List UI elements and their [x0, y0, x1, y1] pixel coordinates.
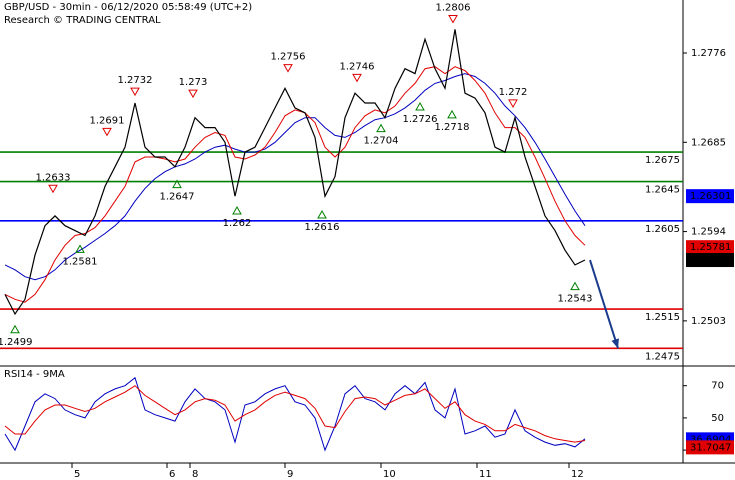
price-line: [4, 73, 586, 281]
rsi-line: [4, 385, 586, 443]
price-tag: [686, 440, 734, 455]
high-label: 1.2691: [90, 115, 125, 126]
high-marker: [352, 73, 362, 83]
high-marker: [508, 99, 518, 108]
low-label: 1.2543: [558, 294, 593, 305]
price-tag-label: 1.25781: [690, 242, 731, 253]
low-label: 1.2647: [160, 192, 195, 203]
high-marker: [130, 87, 140, 97]
y-tick-label: 1.2776: [691, 48, 726, 59]
price-line: [4, 29, 586, 316]
high-marker: [188, 89, 198, 99]
x-tick-label: 9: [287, 469, 293, 480]
low-marker: [447, 109, 457, 119]
rsi-tick-label: 70: [711, 381, 724, 392]
level-label: 1.2645: [645, 185, 680, 196]
y-tick-label: 1.2503: [691, 316, 726, 327]
price-line: [4, 66, 586, 303]
x-tick-label: 6: [169, 469, 175, 480]
price-tag-label: 31.7047: [690, 442, 731, 453]
low-label: 1.262: [223, 218, 252, 229]
low-marker: [10, 324, 20, 334]
low-marker: [570, 281, 580, 291]
low-label: 1.2726: [403, 114, 438, 125]
price-tag-label: 36.6904: [690, 434, 731, 445]
high-label: 1.2756: [271, 52, 306, 63]
forecast-arrow: [589, 259, 619, 349]
high-marker: [283, 64, 293, 73]
x-tick-label: 10: [383, 469, 396, 480]
low-label: 1.2616: [305, 222, 340, 233]
low-label: 1.2718: [435, 122, 470, 133]
high-marker: [102, 127, 112, 137]
y-tick-label: 1.2685: [691, 137, 726, 148]
level-label: 1.2475: [645, 351, 680, 362]
level-label: 1.2605: [645, 224, 680, 235]
chart-subtitle: Research © TRADING CENTRAL: [4, 15, 161, 26]
high-label: 1.2633: [36, 172, 71, 183]
price-tag: [686, 253, 734, 268]
high-label: 1.272: [499, 87, 528, 98]
x-tick-label: 12: [571, 469, 584, 480]
high-marker: [48, 184, 58, 194]
x-tick-label: 11: [479, 469, 492, 480]
rsi-title: RSI14 - 9MA: [4, 369, 65, 380]
rsi-tick-label: 50: [711, 413, 724, 424]
chart-title: GBP/USD - 30min - 06/12/2020 05:58:49 (U…: [4, 2, 252, 13]
forecast-arrowhead: [611, 338, 619, 349]
low-marker: [75, 244, 85, 253]
level-label: 1.2675: [645, 155, 680, 166]
high-marker: [448, 15, 458, 24]
price-tag: [686, 189, 734, 204]
low-marker: [317, 209, 327, 219]
low-marker: [172, 179, 182, 189]
price-tag-label: 1.2565: [690, 255, 725, 266]
x-tick-label: 8: [192, 469, 198, 480]
price-tag: [686, 240, 734, 255]
high-label: 1.273: [179, 77, 208, 88]
x-tick-label: 5: [74, 469, 80, 480]
low-marker: [232, 206, 242, 215]
rsi-line: [4, 376, 586, 452]
high-label: 1.2746: [340, 61, 375, 72]
high-label: 1.2806: [436, 3, 471, 14]
level-label: 1.2515: [645, 312, 680, 323]
low-label: 1.2581: [63, 256, 98, 267]
low-marker: [376, 123, 386, 133]
low-marker: [415, 102, 425, 111]
low-label: 1.2704: [364, 136, 399, 147]
low-label: 1.2499: [0, 337, 33, 348]
high-label: 1.2732: [118, 75, 153, 86]
price-tag-label: 1.26301: [690, 191, 731, 202]
y-tick-label: 1.2594: [691, 227, 726, 238]
